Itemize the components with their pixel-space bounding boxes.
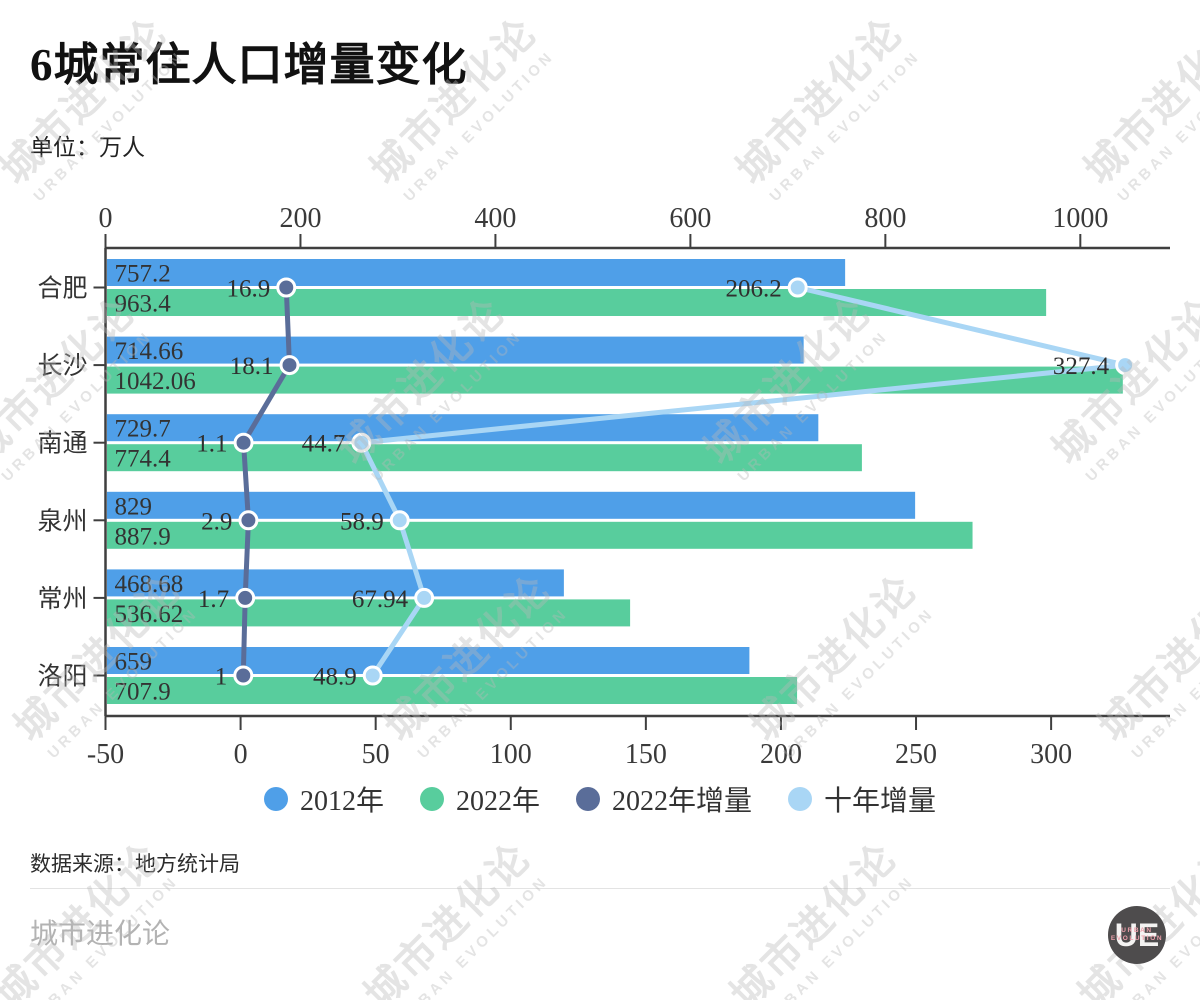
legend-swatch <box>419 787 444 811</box>
bar-value-label: 729.7 <box>115 416 171 443</box>
bottom-axis-tick-label: 200 <box>760 739 802 770</box>
bar-2022年 <box>107 444 862 472</box>
increment-value-label: 2.9 <box>201 508 232 535</box>
increment-value-label: 48.9 <box>313 664 357 691</box>
logo-monogram: UE <box>1114 916 1160 953</box>
marker-十年增量 <box>1115 355 1136 376</box>
bar-2012年 <box>107 414 819 442</box>
bar-value-label: 829 <box>115 493 153 520</box>
legend-label: 十年增量 <box>824 786 937 817</box>
category-label: 合肥 <box>37 275 87 303</box>
bar-value-label: 1042.06 <box>115 368 196 395</box>
brand-logo: UE URBAN EVOLUTION <box>1108 906 1166 964</box>
bottom-axis-tick-label: 100 <box>490 739 532 770</box>
bottom-axis-tick-label: -50 <box>87 739 124 770</box>
category-label: 南通 <box>37 430 87 458</box>
top-axis-tick-label: 1000 <box>1052 203 1108 234</box>
bar-value-label: 536.62 <box>115 601 184 628</box>
legend: 2012年 2022年 2022年增量 十年增量 <box>0 776 1200 822</box>
top-axis-tick-label: 600 <box>669 203 711 234</box>
increment-value-label: 206.2 <box>725 276 781 303</box>
marker-2022年增量 <box>235 587 256 608</box>
top-axis-tick-label: 0 <box>99 203 113 234</box>
marker-十年增量 <box>389 510 410 531</box>
line-2022年增量 <box>240 285 292 678</box>
legend-swatch <box>576 787 600 811</box>
increment-value-label: 67.94 <box>352 586 409 613</box>
bar-value-label: 774.4 <box>115 446 172 473</box>
line-十年增量 <box>358 285 1128 678</box>
bar-2012年 <box>107 259 846 286</box>
legend-swatch <box>263 787 288 811</box>
bottom-axis-tick-label: 150 <box>625 739 667 770</box>
marker-2022年增量 <box>276 277 297 298</box>
legend-item-2022年[interactable]: 2022年 <box>419 779 540 819</box>
legend-label: 2022年 <box>455 786 540 817</box>
bar-value-label: 757.2 <box>115 261 171 288</box>
marker-十年增量 <box>362 665 383 686</box>
increment-value-label: 1.7 <box>198 586 229 613</box>
marker-2022年增量 <box>233 432 254 453</box>
increment-value-label: 1 <box>215 664 228 691</box>
top-axis-tick-label: 200 <box>279 203 321 234</box>
increment-value-label: 1.1 <box>196 431 227 458</box>
marker-十年增量 <box>414 587 435 608</box>
top-axis-tick-label: 400 <box>474 203 516 234</box>
bar-2012年 <box>107 569 564 597</box>
legend-label: 2012年 <box>299 786 384 817</box>
marker-2022年增量 <box>279 355 300 376</box>
marker-十年增量 <box>787 277 808 298</box>
legend-label: 2022年增量 <box>612 786 753 817</box>
brand-name: 城市进化论 <box>30 919 171 950</box>
bar-value-label: 887.9 <box>115 523 171 550</box>
bar-2022年 <box>107 599 631 627</box>
logo-subtext: URBAN EVOLUTION <box>1110 927 1164 942</box>
category-label: 长沙 <box>37 352 87 380</box>
legend-item-2022年增量[interactable]: 2022年增量 <box>576 779 752 819</box>
category-label: 洛阳 <box>37 663 87 691</box>
increment-value-label: 58.9 <box>340 508 384 535</box>
bar-value-label: 963.4 <box>115 291 172 318</box>
marker-2022年增量 <box>233 665 254 686</box>
increment-value-label: 44.7 <box>302 431 346 458</box>
bottom-axis-tick-label: 50 <box>362 739 390 770</box>
marker-十年增量 <box>351 432 372 453</box>
top-axis-tick-label: 800 <box>864 203 906 234</box>
data-source: 数据来源：地方统计局 <box>30 852 240 876</box>
bar-2012年 <box>107 647 750 674</box>
legend-item-十年增量[interactable]: 十年增量 <box>788 779 936 819</box>
bar-value-label: 468.68 <box>115 571 184 598</box>
bar-2012年 <box>107 336 804 364</box>
unit-label: 单位：万人 <box>30 135 145 160</box>
legend-swatch <box>788 787 813 811</box>
bar-2022年 <box>107 677 798 704</box>
bottom-axis-tick-label: 0 <box>234 739 248 770</box>
bottom-axis-tick-label: 300 <box>1030 739 1072 770</box>
bar-value-label: 714.66 <box>115 338 184 365</box>
increment-value-label: 327.4 <box>1053 353 1110 380</box>
footer-divider <box>30 888 1170 889</box>
chart-title: 6城常住人口增量变化 <box>30 40 468 90</box>
bar-value-label: 707.9 <box>115 679 171 706</box>
legend-item-2012年[interactable]: 2012年 <box>263 779 384 819</box>
increment-value-label: 16.9 <box>226 276 270 303</box>
bar-2022年 <box>107 521 973 549</box>
bar-value-label: 659 <box>115 649 153 676</box>
increment-value-label: 18.1 <box>230 353 274 380</box>
bottom-axis-tick-label: 250 <box>895 739 937 770</box>
category-label: 泉州 <box>37 507 87 535</box>
marker-2022年增量 <box>238 510 259 531</box>
category-label: 常州 <box>37 585 87 613</box>
